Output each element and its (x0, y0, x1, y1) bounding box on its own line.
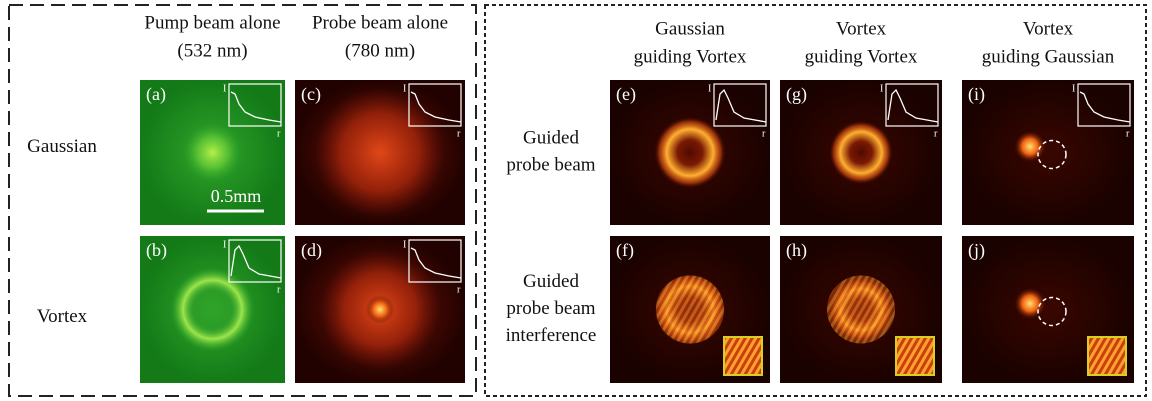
inset-y-label: I (403, 83, 406, 94)
panel-label: (d) (301, 240, 322, 261)
column-header: guiding Vortex (634, 46, 747, 67)
row-label: interference (506, 325, 597, 346)
panel-label: (h) (786, 240, 807, 261)
column-header: Pump beam alone (144, 12, 280, 33)
inset-y-label: I (1072, 83, 1075, 94)
beam-spot (656, 276, 724, 344)
beam-spot (654, 117, 726, 189)
column-header: (532 nm) (177, 40, 247, 61)
fringe-inset (1088, 337, 1126, 375)
row-label: Guided (523, 271, 579, 292)
column-header: guiding Gaussian (982, 46, 1115, 67)
column-header: Probe beam alone (312, 12, 448, 33)
row-label: Vortex (37, 306, 88, 327)
panel-label: (a) (146, 84, 166, 105)
beam-spot (366, 296, 394, 324)
row-label: probe beam (506, 154, 595, 175)
scale-label: 0.5mm (211, 186, 262, 206)
column-header: Gaussian (655, 18, 725, 39)
inset-y-label: I (880, 83, 883, 94)
column-header: Vortex (1023, 18, 1074, 39)
beam-spot (183, 123, 243, 183)
fringe-inset (896, 337, 934, 375)
panel-label: (b) (146, 240, 167, 261)
panel-label: (j) (968, 240, 985, 261)
panel-label: (g) (786, 84, 807, 105)
panel-label: (i) (968, 84, 985, 105)
beam-spot (829, 121, 893, 185)
inset-y-label: I (223, 83, 226, 94)
inset-y-label: I (403, 239, 406, 250)
panel-label: (f) (616, 240, 634, 261)
figure: Pump beam alone(532 nm)(a)Ir(b)IrProbe b… (0, 0, 1152, 401)
panel-label: (c) (301, 84, 321, 105)
beam-image (962, 80, 1134, 225)
inset-y-label: I (223, 239, 226, 250)
inset-y-label: I (708, 83, 711, 94)
row-label: Guided (523, 127, 579, 148)
panel-label: (e) (616, 84, 636, 105)
row-label: Gaussian (27, 136, 97, 157)
column-header: guiding Vortex (805, 46, 918, 67)
beam-spot (827, 276, 895, 344)
row-label: probe beam (506, 298, 595, 319)
column-header: Vortex (836, 18, 887, 39)
beam-spot (171, 268, 255, 352)
column-header: (780 nm) (345, 40, 415, 61)
fringe-inset (724, 337, 762, 375)
beam-spot (315, 88, 445, 218)
